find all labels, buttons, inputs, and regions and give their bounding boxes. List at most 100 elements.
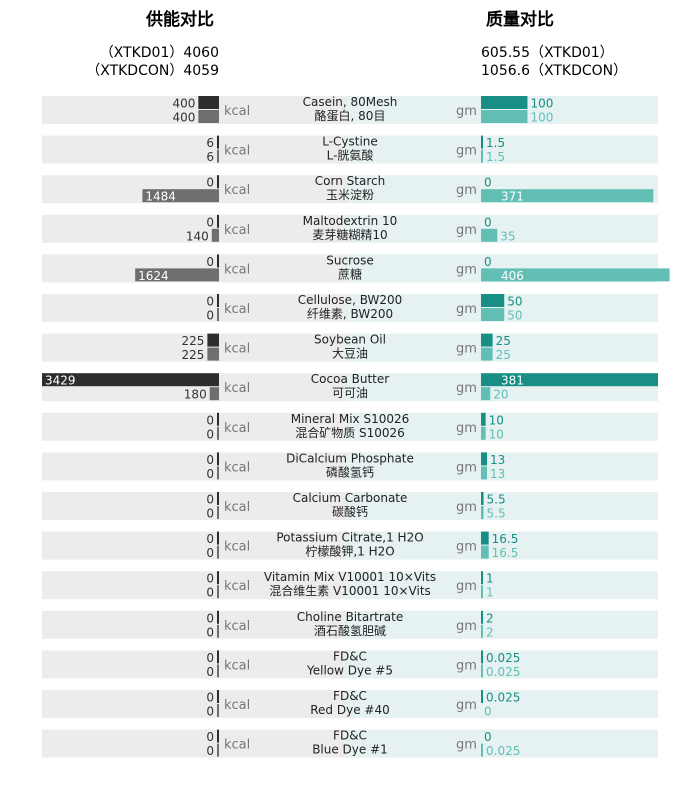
energy-bar bbox=[217, 585, 219, 599]
mass-bar bbox=[481, 308, 505, 321]
mass-value-label: 25 bbox=[496, 334, 511, 348]
gm-unit-label: gm bbox=[456, 421, 477, 436]
energy-value-label: 0 bbox=[206, 744, 214, 758]
energy-bar bbox=[217, 545, 219, 559]
energy-bar bbox=[209, 387, 219, 401]
kcal-unit-label: kcal bbox=[224, 698, 250, 713]
row-band-left bbox=[42, 531, 348, 560]
mass-bar bbox=[481, 650, 483, 664]
energy-bar bbox=[217, 610, 219, 624]
mass-bar bbox=[481, 690, 483, 703]
energy-value-label: 6 bbox=[206, 136, 214, 150]
energy-bar bbox=[198, 110, 219, 123]
gm-unit-label: gm bbox=[456, 144, 477, 159]
ingredient-name-cn: 柠檬酸钾,1 H2O bbox=[305, 544, 394, 559]
gm-unit-label: gm bbox=[456, 104, 477, 119]
mass-value-label: 0 bbox=[484, 215, 492, 229]
gm-unit-label: gm bbox=[456, 619, 477, 634]
mass-value-label: 0 bbox=[484, 176, 492, 190]
mass-bar bbox=[481, 585, 483, 599]
row-band-left bbox=[42, 294, 348, 322]
ingredient-name-en: Casein, 80Mesh bbox=[303, 95, 398, 109]
energy-value-label: 0 bbox=[206, 546, 214, 560]
mass-value-label: 406 bbox=[501, 269, 524, 283]
row-band-right bbox=[348, 571, 658, 600]
energy-bar bbox=[217, 506, 219, 519]
mass-value-label: 0.025 bbox=[486, 651, 520, 665]
mass-value-label: 35 bbox=[500, 229, 515, 243]
mass-value-label: 0 bbox=[484, 255, 492, 269]
ingredient-name-cn: 酪蛋白, 80目 bbox=[315, 108, 386, 123]
ingredient-name-cn: 蔗糖 bbox=[338, 266, 362, 281]
energy-value-label: 225 bbox=[181, 334, 204, 348]
kcal-unit-label: kcal bbox=[224, 619, 250, 634]
kcal-unit-label: kcal bbox=[224, 104, 250, 119]
energy-bar bbox=[217, 466, 219, 480]
mass-bar bbox=[481, 466, 488, 480]
mass-value-label: 20 bbox=[493, 388, 508, 402]
ingredient-name-en: Cellulose, BW200 bbox=[298, 293, 403, 307]
mass-value-label: 381 bbox=[501, 374, 524, 388]
mass-value-label: 2 bbox=[486, 625, 494, 639]
energy-value-label: 0 bbox=[206, 705, 214, 719]
row-band-left bbox=[42, 214, 348, 243]
row-band-left bbox=[42, 333, 348, 362]
ingredient-name-cn: 酒石酸氢胆碱 bbox=[314, 623, 386, 638]
mass-bar bbox=[481, 228, 498, 242]
energy-value-label: 0 bbox=[206, 453, 214, 467]
energy-bar bbox=[217, 452, 219, 466]
energy-bar bbox=[217, 149, 219, 163]
ingredient-name-en: Soybean Oil bbox=[314, 333, 386, 347]
row-band-right bbox=[348, 690, 658, 718]
gm-unit-label: gm bbox=[456, 460, 477, 475]
row-band-right bbox=[348, 610, 658, 639]
mass-value-label: 1 bbox=[486, 586, 494, 600]
mass-bar bbox=[481, 110, 528, 123]
energy-bar bbox=[42, 373, 219, 387]
ingredient-name-cn: Yellow Dye #5 bbox=[306, 663, 393, 677]
kcal-unit-label: kcal bbox=[224, 738, 250, 753]
kcal-unit-label: kcal bbox=[224, 658, 250, 673]
energy-value-label: 0 bbox=[206, 413, 214, 427]
energy-value-label: 0 bbox=[206, 467, 214, 481]
ingredient-name-cn: 可可油 bbox=[332, 386, 368, 400]
energy-bar bbox=[198, 96, 219, 109]
mass-bar bbox=[481, 96, 528, 109]
energy-bar bbox=[217, 175, 219, 189]
mass-value-label: 1 bbox=[486, 572, 494, 586]
mass-bar bbox=[481, 506, 484, 519]
mass-bar bbox=[481, 268, 670, 282]
ingredient-name-cn: Red Dye #40 bbox=[310, 703, 389, 717]
mass-bar bbox=[481, 492, 484, 505]
mass-value-label: 0.025 bbox=[486, 665, 520, 679]
gm-unit-label: gm bbox=[456, 183, 477, 198]
energy-value-label: 0 bbox=[206, 665, 214, 679]
mass-value-label: 13 bbox=[490, 467, 505, 481]
ingredient-name-cn: 纤维素, BW200 bbox=[307, 307, 393, 321]
energy-value-label: 0 bbox=[206, 532, 214, 546]
energy-value-label: 0 bbox=[206, 625, 214, 639]
energy-value-label: 0 bbox=[206, 611, 214, 625]
row-band-right bbox=[348, 333, 658, 362]
ingredient-name-cn: 麦芽糖糊精10 bbox=[312, 227, 387, 242]
mass-value-label: 10 bbox=[489, 427, 504, 441]
row-band-left bbox=[42, 610, 348, 639]
mass-value-label: 1.5 bbox=[486, 150, 505, 164]
ingredient-name-en: Choline Bitartrate bbox=[297, 610, 403, 624]
gm-unit-label: gm bbox=[456, 738, 477, 753]
energy-bar bbox=[217, 729, 219, 743]
mass-bar bbox=[481, 743, 483, 757]
mass-title: 质量对比 bbox=[486, 9, 554, 30]
ingredient-name-en: Vitamin Mix V10001 10×Vits bbox=[264, 570, 436, 584]
mass-bar bbox=[481, 373, 658, 387]
energy-value-label: 180 bbox=[184, 388, 207, 402]
kcal-unit-label: kcal bbox=[224, 342, 250, 357]
row-band-left bbox=[42, 650, 348, 679]
gm-unit-label: gm bbox=[456, 658, 477, 673]
energy-total-xtkdcon: （XTKDCON）4059 bbox=[86, 63, 219, 79]
mass-bar bbox=[481, 571, 483, 585]
mass-bar bbox=[481, 610, 483, 624]
energy-value-label: 1484 bbox=[145, 190, 176, 204]
